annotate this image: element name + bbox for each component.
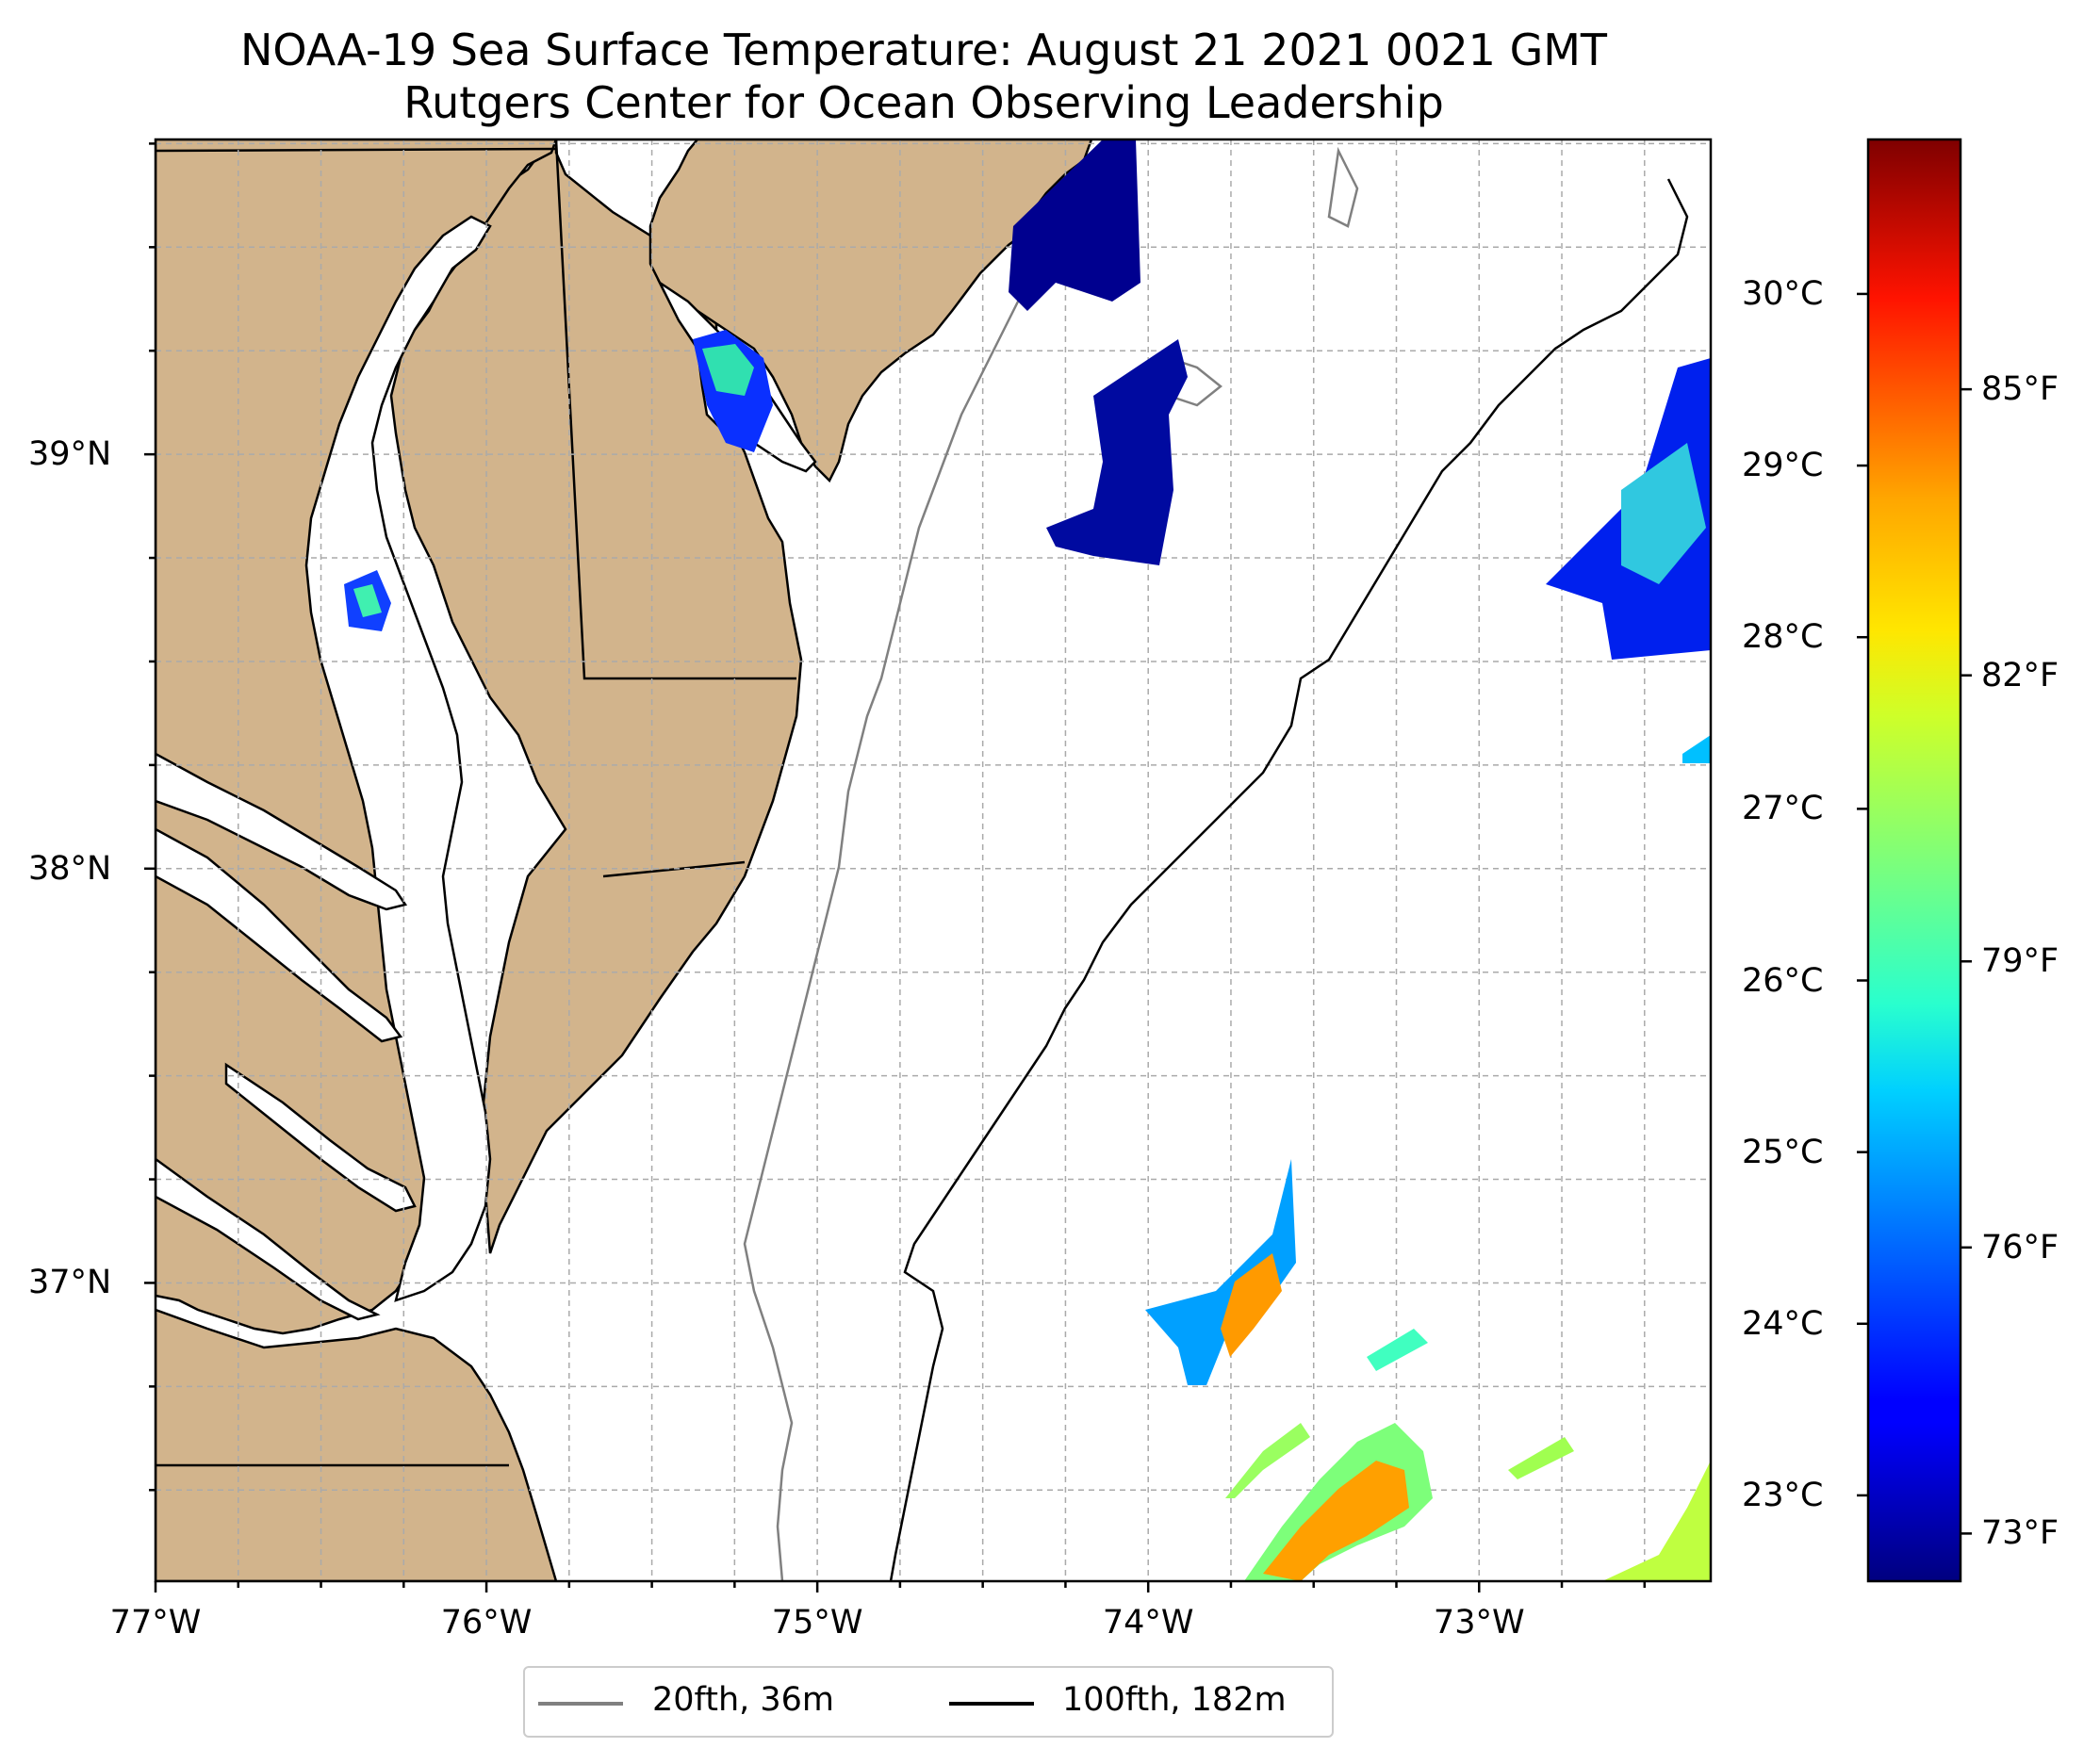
lon-tick-label: 76°W	[440, 1604, 533, 1642]
sst-patches	[344, 139, 1711, 1581]
lon-tick-label: 74°W	[1102, 1604, 1194, 1642]
sst-patch-south-5	[1367, 1329, 1428, 1371]
chesapeake-bay	[304, 215, 492, 1302]
sst-patch-south-3	[1225, 1423, 1310, 1498]
sst-patch-chesapeake-upper-warm	[353, 584, 382, 617]
colorbar-fahrenheit-label: 79°F	[1981, 942, 2059, 981]
legend: 20fth, 36m 100fth, 182m	[523, 1666, 1334, 1738]
state-border-pa	[156, 147, 557, 153]
lon-tick-label: 73°W	[1433, 1604, 1525, 1642]
colorbar-fahrenheit-label: 82°F	[1981, 656, 2059, 694]
sst-patch-south-1-warm	[1221, 1253, 1282, 1357]
colorbar-celsius-label: 25°C	[1742, 1133, 1824, 1171]
colorbar-celsius-label: 29°C	[1742, 447, 1824, 485]
title-line-2: Rutgers Center for Ocean Observing Leade…	[403, 77, 1444, 128]
colorbar-celsius-label: 23°C	[1742, 1476, 1824, 1514]
map-frame	[154, 138, 1713, 1583]
colorbar-fahrenheit-label: 76°F	[1981, 1228, 2059, 1266]
legend-line-100fth	[949, 1702, 1034, 1706]
colorbar-celsius-label: 30°C	[1742, 274, 1824, 313]
rappahannock-river	[156, 827, 403, 1043]
legend-line-20fth	[538, 1702, 623, 1706]
colorbar-fahrenheit-label: 73°F	[1981, 1514, 2059, 1553]
title-line-1: NOAA-19 Sea Surface Temperature: August …	[239, 24, 1607, 75]
lat-tick-label: 38°N	[28, 849, 112, 888]
sst-patch-nj-coast	[1009, 139, 1140, 311]
legend-label-20fth: 20fth, 36m	[652, 1681, 835, 1719]
sst-patch-offshore-east-warm	[1621, 443, 1706, 584]
james-river	[156, 1157, 381, 1321]
axis-ticks	[144, 142, 1647, 1592]
sst-patch-south-2-warm	[1263, 1461, 1409, 1581]
colorbar-celsius-label: 28°C	[1742, 618, 1824, 657]
sst-patch-delaware-bay-warm	[702, 344, 754, 396]
sst-patch-southeast	[1602, 1461, 1711, 1581]
sst-patch-east-small	[1682, 735, 1711, 763]
colorbar-celsius-label: 27°C	[1742, 790, 1824, 828]
state-border-de-md	[554, 139, 796, 680]
colorbar-gradient	[1866, 138, 1962, 1583]
colorbar-celsius-label: 24°C	[1742, 1304, 1824, 1343]
potomac-river	[156, 752, 408, 911]
isobath-20fth	[743, 139, 1105, 1581]
colorbar-celsius-label: 26°C	[1742, 961, 1824, 1000]
colorbar-ticks	[1857, 292, 1972, 1535]
sst-patch-south-1	[1145, 1159, 1296, 1385]
isobath-100fth	[889, 178, 1689, 1581]
lon-tick-label: 75°W	[771, 1604, 863, 1642]
land-southern-virginia	[156, 1308, 558, 1581]
sst-patch-shelf-north	[1046, 339, 1188, 565]
colorbar-fahrenheit-label: 85°F	[1981, 370, 2059, 409]
lat-tick-label: 37°N	[28, 1264, 112, 1302]
lon-tick-label: 77°W	[109, 1604, 202, 1642]
lat-tick-label: 39°N	[28, 435, 112, 474]
sst-patch-south-4	[1508, 1437, 1574, 1479]
legend-label-100fth: 100fth, 182m	[1062, 1681, 1287, 1719]
